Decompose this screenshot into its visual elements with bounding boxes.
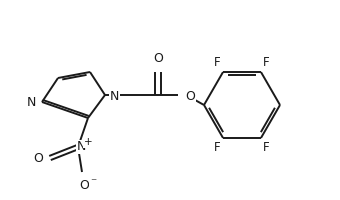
Text: F: F bbox=[214, 141, 221, 154]
Text: N: N bbox=[76, 140, 86, 154]
Text: F: F bbox=[263, 56, 270, 69]
Text: N: N bbox=[27, 96, 36, 108]
Text: O: O bbox=[153, 52, 163, 65]
Text: F: F bbox=[263, 141, 270, 154]
Text: O: O bbox=[33, 152, 43, 166]
Text: F: F bbox=[214, 56, 221, 69]
Text: ⁻: ⁻ bbox=[90, 176, 96, 189]
Text: O: O bbox=[79, 179, 89, 192]
Text: O: O bbox=[185, 90, 195, 102]
Text: +: + bbox=[84, 137, 92, 147]
Text: N: N bbox=[110, 90, 119, 102]
